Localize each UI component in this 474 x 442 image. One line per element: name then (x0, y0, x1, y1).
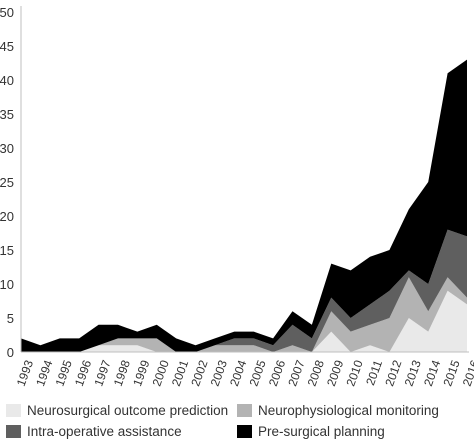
y-tick-label: 50 (0, 5, 14, 20)
y-tick-label: 25 (0, 175, 14, 190)
legend-label: Neurosurgical outcome prediction (27, 402, 229, 418)
x-tick-label: 2016 (460, 358, 474, 388)
x-tick-labels: 1993199419951996199719981999200020012002… (14, 358, 474, 388)
legend-item-pre-surgical-planning: Pre-surgical planning (237, 422, 385, 440)
y-tick-label: 5 (7, 311, 14, 326)
area-series-1 (21, 290, 467, 352)
legend-item-outcome-prediction: Neurosurgical outcome prediction (6, 401, 228, 419)
legend-swatch (237, 424, 252, 438)
legend-item-intra-operative-assistance: Intra-operative assistance (6, 422, 182, 440)
area-series-4 (21, 59, 467, 352)
legend-label: Intra-operative assistance (27, 423, 182, 439)
legend-item-neurophysiological-monitoring: Neurophysiological monitoring (237, 401, 439, 419)
y-tick-label: 40 (0, 73, 14, 88)
legend-swatch (6, 403, 21, 417)
y-tick-label: 10 (0, 277, 14, 292)
y-tick-label: 30 (0, 141, 14, 156)
chart-canvas: 0 5 10 15 20 25 30 35 40 45 50 1993199419951996199… (0, 5, 474, 388)
series-areas (21, 59, 467, 352)
legend-label: Neurophysiological monitoring (258, 402, 439, 418)
y-tick-label: 0 (7, 345, 14, 360)
area-series-2 (21, 277, 467, 352)
y-tick-label: 45 (0, 39, 14, 54)
y-tick-labels: 0 5 10 15 20 25 30 35 40 45 50 (0, 5, 14, 360)
y-tick-label: 35 (0, 107, 14, 122)
y-tick-label: 15 (0, 243, 14, 258)
y-tick-label: 20 (0, 209, 14, 224)
legend: Neurosurgical outcome prediction Neuroph… (0, 396, 474, 442)
x-tick-label: 2010 (343, 358, 365, 388)
legend-label: Pre-surgical planning (258, 423, 385, 439)
axes (20, 6, 469, 353)
area-series-3 (21, 229, 467, 352)
legend-swatch (237, 403, 252, 417)
legend-swatch (6, 424, 21, 438)
